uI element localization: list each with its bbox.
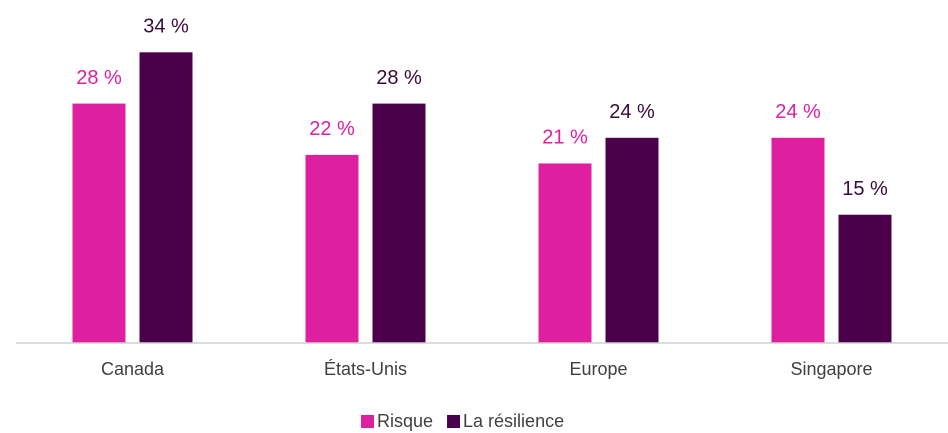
bar xyxy=(771,137,825,343)
bar xyxy=(72,103,126,343)
x-tick-label: Europe xyxy=(569,359,627,379)
legend-swatch xyxy=(447,415,461,428)
x-tick-label: Singapore xyxy=(790,359,872,379)
data-label: 15 % xyxy=(842,178,888,200)
data-label: 28 % xyxy=(376,67,422,89)
data-label: 24 % xyxy=(775,101,821,123)
legend-label: Risque xyxy=(377,411,433,431)
bar xyxy=(838,214,892,343)
bar xyxy=(305,154,359,343)
bar xyxy=(605,137,659,343)
bar xyxy=(139,52,193,344)
x-tick-label: Canada xyxy=(101,359,165,379)
data-label: 34 % xyxy=(143,16,189,38)
legend-swatch xyxy=(361,415,374,428)
data-label: 28 % xyxy=(76,67,122,89)
x-tick-label: États-Unis xyxy=(324,359,407,379)
bar xyxy=(372,103,426,343)
data-label: 24 % xyxy=(609,101,655,123)
data-label: 21 % xyxy=(542,127,588,149)
bar xyxy=(538,163,592,343)
data-label: 22 % xyxy=(309,118,355,140)
legend-label: La résilience xyxy=(463,411,564,431)
